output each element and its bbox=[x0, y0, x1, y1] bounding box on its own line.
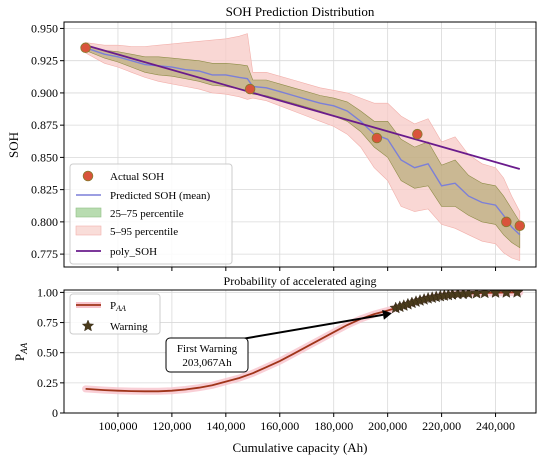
soh-chart-title: SOH Prediction Distribution bbox=[226, 4, 375, 19]
warning-stars bbox=[389, 290, 524, 314]
annotation-line2: 203,067Ah bbox=[182, 357, 232, 369]
actual-soh-point bbox=[244, 83, 256, 95]
paa-x-tick-label: 140,000 bbox=[206, 419, 245, 433]
soh-y-tick-label: 0.775 bbox=[31, 247, 58, 261]
soh-y-tick-label: 0.900 bbox=[31, 86, 58, 100]
soh-y-tick-label: 0.825 bbox=[31, 183, 58, 197]
paa-y-tick-label: 1.00 bbox=[37, 285, 58, 299]
soh-legend: Actual SOH Predicted SOH (mean) 25–75 pe… bbox=[69, 163, 233, 265]
legend-band595-label: 5–95 percentile bbox=[110, 226, 178, 238]
annotation-box bbox=[165, 337, 249, 373]
legend-warning-label: Warning bbox=[110, 321, 148, 333]
paa-x-tick-label: 200,000 bbox=[368, 419, 407, 433]
legend-actual-label: Actual SOH bbox=[110, 171, 164, 183]
predicted-mean-line bbox=[85, 47, 521, 236]
soh-y-tick-label: 0.850 bbox=[31, 150, 58, 164]
paa-chart: Probability of accelerated aging 0 0.25 0.… bbox=[12, 274, 537, 455]
legend-paa-label: PAA bbox=[110, 300, 126, 313]
actual-soh-points bbox=[80, 42, 526, 231]
paa-y-tick-label: 0.50 bbox=[37, 346, 58, 360]
annotation-arrow-head bbox=[382, 309, 392, 320]
soh-y-tick-label: 0.800 bbox=[31, 215, 58, 229]
paa-x-label: Cumulative capacity (Ah) bbox=[232, 440, 367, 455]
soh-legend-box bbox=[69, 163, 233, 265]
paa-x-tick-label: 100,000 bbox=[98, 419, 137, 433]
soh-y-ticks: 0.775 0.800 0.825 0.850 0.875 0.900 0.925 0.950 bbox=[31, 21, 497, 271]
paa-x-tick-label: 180,000 bbox=[314, 419, 353, 433]
soh-y-tick-label: 0.925 bbox=[31, 54, 58, 68]
band-5-95 bbox=[85, 33, 521, 262]
paa-y-label: PAA bbox=[12, 342, 29, 361]
paa-y-tick-label: 0.75 bbox=[37, 316, 58, 330]
paa-y-tick-label: 0.25 bbox=[37, 376, 58, 390]
actual-soh-point bbox=[412, 128, 423, 140]
paa-legend: PAA Warning bbox=[69, 293, 161, 335]
soh-chart: SOH Prediction Distribution 0.7750.8000.… bbox=[6, 4, 537, 271]
soh-y-label: SOH bbox=[6, 132, 21, 158]
paa-x-tick-label: 120,000 bbox=[152, 419, 191, 433]
legend-band2575-marker bbox=[75, 207, 102, 218]
annotation-line1: First Warning bbox=[177, 343, 238, 355]
soh-y-tick-label: 0.950 bbox=[31, 21, 58, 35]
warning-star bbox=[489, 290, 502, 298]
legend-band595-marker bbox=[75, 225, 102, 236]
legend-warning-marker bbox=[81, 319, 95, 332]
soh-y-tick-label: 0.875 bbox=[31, 118, 58, 132]
actual-soh-point bbox=[514, 220, 526, 231]
warning-star bbox=[478, 290, 492, 299]
paa-x-ticks: 100,000 120,000 140,000 160,000 180,000 200,0… bbox=[98, 413, 515, 433]
paa-chart-title: Probability of accelerated aging bbox=[224, 274, 377, 288]
legend-actual-marker bbox=[82, 170, 94, 182]
soh-plot-frame bbox=[63, 21, 537, 268]
actual-soh-point bbox=[80, 42, 91, 54]
legend-band2575-label: 25–75 percentile bbox=[110, 208, 184, 220]
poly-soh-line bbox=[85, 44, 521, 170]
paa-plot-frame bbox=[63, 289, 537, 414]
annotation-arrow bbox=[235, 313, 384, 341]
actual-soh-point bbox=[501, 216, 512, 228]
legend-mean-label: Predicted SOH (mean) bbox=[110, 190, 211, 202]
paa-x-tick-label: 240,000 bbox=[476, 419, 515, 433]
paa-x-tick-label: 220,000 bbox=[422, 419, 461, 433]
warning-star bbox=[500, 290, 513, 298]
paa-x-tick-label: 160,000 bbox=[260, 419, 299, 433]
actual-soh-point bbox=[371, 132, 383, 144]
paa-y-ticks: 0 0.25 0.50 0.75 1.00 bbox=[37, 285, 64, 420]
legend-poly-label: poly_SOH bbox=[110, 246, 157, 258]
paa-y-tick-label: 0 bbox=[52, 406, 58, 420]
first-warning-annotation: First Warning 203,067Ah bbox=[165, 309, 392, 373]
